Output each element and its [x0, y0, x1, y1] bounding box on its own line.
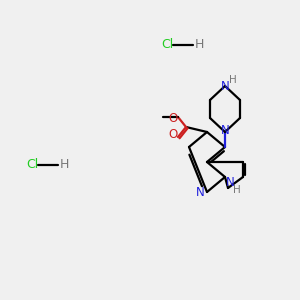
- Text: H: H: [194, 38, 204, 52]
- Text: H: H: [233, 185, 241, 195]
- Text: H: H: [229, 75, 237, 85]
- Text: O: O: [168, 112, 178, 125]
- Text: O: O: [168, 128, 178, 142]
- Text: N: N: [226, 176, 234, 190]
- Text: Cl: Cl: [161, 38, 173, 52]
- Text: Cl: Cl: [26, 158, 38, 172]
- Text: N: N: [196, 185, 204, 199]
- Text: N: N: [220, 80, 230, 94]
- Text: N: N: [220, 124, 230, 137]
- Text: H: H: [59, 158, 69, 172]
